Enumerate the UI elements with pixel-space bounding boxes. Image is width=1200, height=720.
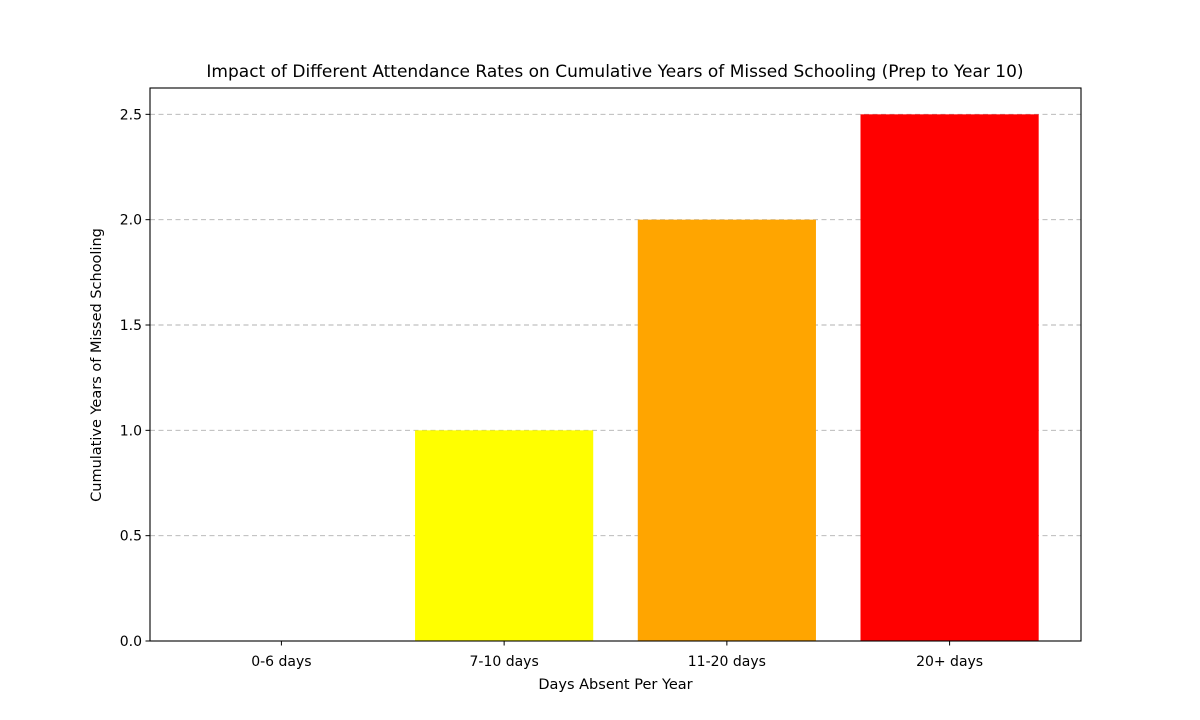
chart-title: Impact of Different Attendance Rates on … xyxy=(206,62,1023,82)
y-tick-label: 2.5 xyxy=(120,107,142,123)
y-tick-label: 0.5 xyxy=(120,529,142,545)
y-axis-label: Cumulative Years of Missed Schooling xyxy=(89,228,105,502)
bar-20-days xyxy=(860,114,1039,642)
bar-7-10-days xyxy=(415,430,594,641)
y-tick-label: 1.0 xyxy=(120,423,142,439)
bar-11-20-days xyxy=(637,219,816,641)
x-axis-ticks: 0-6 days 7-10 days 11-20 days 20+ days xyxy=(251,641,983,670)
bars xyxy=(415,114,1039,642)
y-tick-label: 1.5 xyxy=(120,318,142,334)
y-tick-label: 2.0 xyxy=(120,213,142,229)
x-tick-label: 0-6 days xyxy=(251,654,311,670)
y-tick-label: 0.0 xyxy=(120,634,142,650)
x-tick-label: 20+ days xyxy=(916,654,983,670)
x-axis-label: Days Absent Per Year xyxy=(538,677,692,693)
x-tick-label: 11-20 days xyxy=(688,654,766,670)
plot-frame xyxy=(149,87,1082,642)
x-tick-label: 7-10 days xyxy=(469,654,538,670)
y-axis-ticks: 0.0 0.5 1.0 1.5 2.0 2.5 xyxy=(120,107,150,650)
